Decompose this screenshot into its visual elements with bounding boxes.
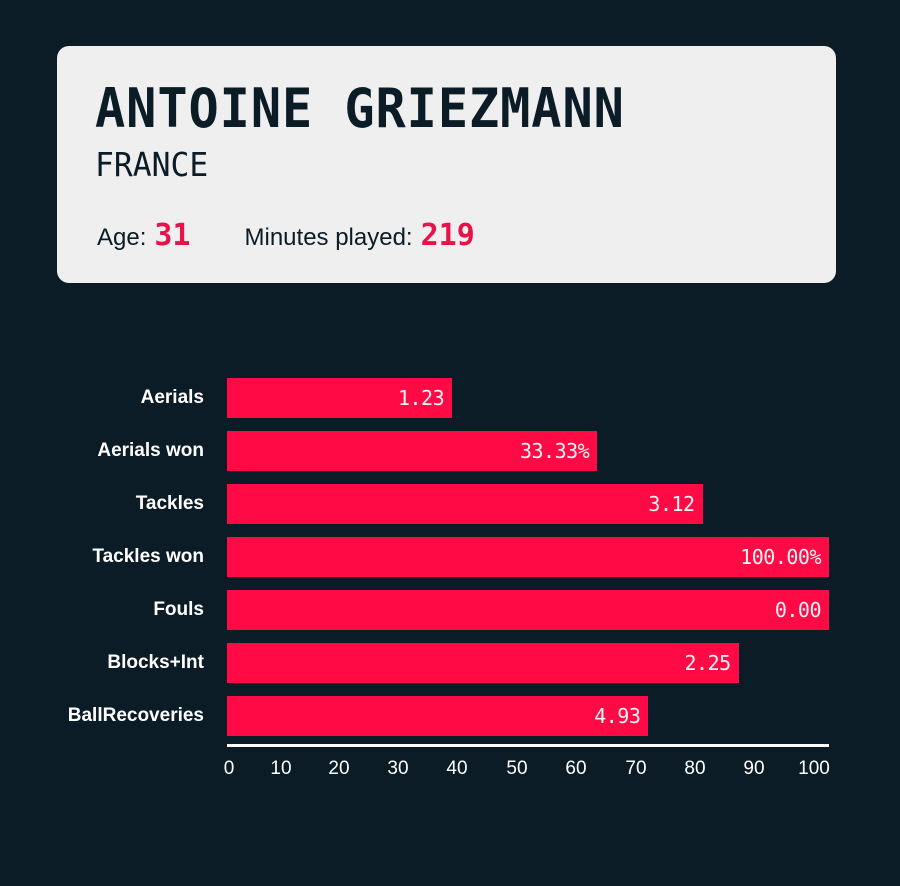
bar-value-label: 4.93 (594, 704, 641, 728)
category-label: Blocks+Int (107, 652, 204, 673)
player-card: ANTOINE GRIEZMANN FRANCE Age: 31 Minutes… (57, 46, 836, 283)
x-tick: 30 (387, 758, 409, 779)
bar-row: Blocks+Int 2.25 (0, 643, 900, 683)
bar-row: BallRecoveries 4.93 (0, 696, 900, 736)
bar: 33.33% (227, 431, 598, 471)
x-tick: 20 (328, 758, 350, 779)
player-meta: Age: 31 Minutes played: 219 (97, 218, 475, 253)
bar-value-label: 1.23 (397, 386, 445, 410)
x-tick: 60 (565, 758, 587, 779)
category-label: BallRecoveries (67, 705, 204, 726)
bar-row: Aerials 1.23 (0, 378, 900, 418)
bar-value-label: 0.00 (774, 598, 822, 622)
bar: 0.00 (227, 590, 829, 630)
player-name: ANTOINE GRIEZMANN (95, 77, 625, 140)
x-tick: 40 (446, 758, 468, 779)
bar: 1.23 (227, 378, 453, 418)
bar: 100.00% (227, 537, 829, 577)
x-tick: 10 (270, 758, 292, 779)
bar-value-label: 33.33% (519, 439, 590, 463)
x-tick: 0 (223, 758, 235, 779)
minutes-value: 219 (420, 218, 475, 253)
category-label: Tackles (135, 493, 204, 514)
player-country: FRANCE (95, 145, 209, 184)
x-tick: 100 (798, 758, 830, 779)
x-axis-line (227, 744, 829, 747)
x-tick: 90 (743, 758, 765, 779)
bar: 4.93 (227, 696, 649, 736)
category-label: Aerials (140, 387, 204, 408)
category-label: Aerials won (97, 440, 204, 461)
bar-value-label: 100.00% (740, 545, 821, 569)
minutes-label: Minutes played: (244, 224, 413, 251)
age-value: 31 (154, 218, 191, 253)
bar: 2.25 (227, 643, 739, 683)
x-tick: 50 (506, 758, 528, 779)
bar-row: Tackles won 100.00% (0, 537, 900, 577)
bar-row: Fouls 0.00 (0, 590, 900, 630)
bar-value-label: 2.25 (684, 651, 732, 675)
x-tick: 80 (684, 758, 706, 779)
category-label: Tackles won (92, 546, 204, 567)
bar-row: Tackles 3.12 (0, 484, 900, 524)
bar: 3.12 (227, 484, 703, 524)
age-label: Age: (97, 224, 147, 251)
bar-row: Aerials won 33.33% (0, 431, 900, 471)
bar-value-label: 3.12 (648, 492, 695, 516)
x-tick: 70 (625, 758, 647, 779)
category-label: Fouls (153, 599, 204, 620)
